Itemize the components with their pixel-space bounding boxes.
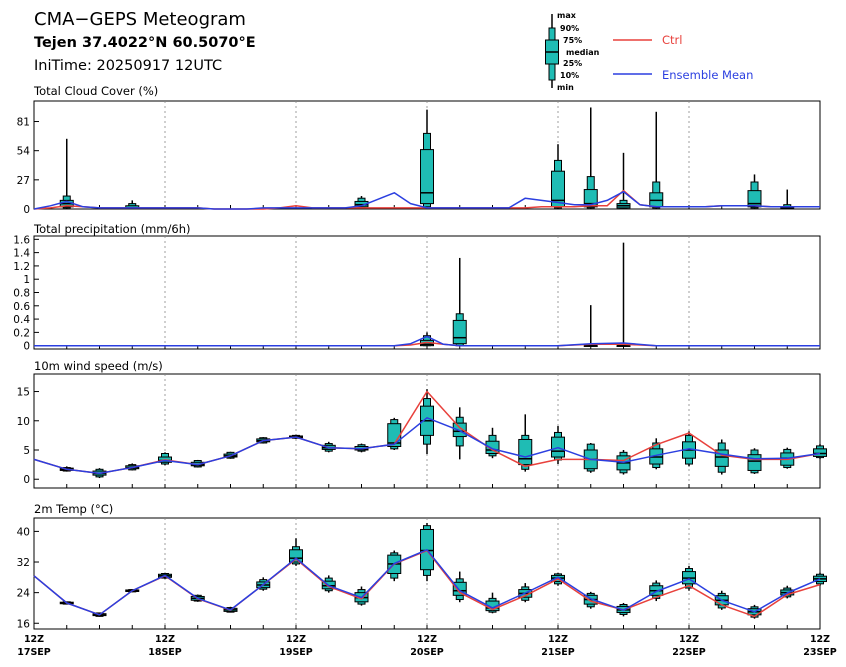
legend-label-25: 25% (563, 59, 582, 68)
box-plot (551, 144, 565, 209)
y-tick-label: 27 (17, 175, 30, 187)
legend: max 90% 75% median 25% 10% min Ctrl Ense… (545, 11, 753, 92)
legend-label-75: 75% (563, 36, 582, 45)
x-tick-label-date: 19SEP (279, 647, 313, 658)
y-tick-label: 0 (23, 204, 30, 216)
x-tick-label-time: 12Z (417, 634, 437, 645)
x-tick-label-time: 12Z (679, 634, 699, 645)
box-inner (747, 190, 762, 208)
ensemble-mean-line (33, 190, 820, 210)
legend-label-median: median (566, 48, 600, 57)
box-inner (583, 189, 598, 208)
legend-label-min: min (557, 83, 574, 92)
y-tick-label: 0.8 (13, 288, 30, 300)
panel-title-wind: 10m wind speed (m/s) (34, 359, 163, 373)
box-plot (616, 152, 631, 209)
y-tick-label: 54 (17, 146, 31, 158)
y-tick-label: 16 (17, 618, 31, 630)
y-tick-label: 0 (23, 341, 30, 353)
panel-title-temp: 2m Temp (°C) (34, 502, 113, 516)
legend-label-max: max (557, 11, 577, 20)
meteogram-title: CMA−GEPS Meteogram (34, 9, 246, 30)
legend-label-10: 10% (560, 71, 579, 80)
y-tick-label: 24 (17, 588, 31, 600)
x-tick-label-time: 12Z (24, 634, 44, 645)
y-tick-label: 1.2 (13, 261, 30, 273)
ensemble-mean-line (33, 549, 821, 616)
y-tick-label: 0 (23, 474, 30, 486)
legend-mean-label: Ensemble Mean (662, 68, 753, 82)
box-inner (518, 438, 533, 466)
y-tick-label: 81 (17, 117, 30, 129)
y-tick-label: 1.6 (13, 234, 30, 246)
init-time-label: IniTime: 20250917 12UTC (34, 58, 222, 74)
x-tick-label-date: 21SEP (541, 647, 575, 658)
panel-2: 0 5 10 15 (17, 373, 827, 489)
y-tick-label: 1.4 (13, 248, 30, 260)
panel-3: 16 24 32 40 (17, 517, 827, 630)
y-tick-label: 32 (17, 557, 30, 569)
x-axis-labels: 12Z 17SEP 12Z 18SEP 12Z 19SEP 12Z 20SEP 12Z 21SEP… (17, 634, 837, 658)
y-tick-label: 15 (17, 387, 30, 399)
box-plot (583, 107, 598, 209)
box-inner (452, 319, 467, 345)
x-tick-label-time: 12Z (155, 634, 175, 645)
y-tick-label: 0.2 (13, 327, 30, 339)
box-plot (420, 109, 434, 209)
box-plot (518, 414, 533, 472)
panel-title-cloud: Total Cloud Cover (%) (33, 84, 158, 98)
box-plot (583, 305, 598, 347)
box-inner (420, 149, 434, 205)
x-tick-label-date: 23SEP (803, 647, 837, 658)
ensemble-mean-line (34, 335, 820, 347)
x-tick-label-time: 12Z (548, 634, 568, 645)
panel-1: 0 0.20.40.60.8 11.21.4 1.6 (13, 234, 821, 353)
box-plot (747, 174, 762, 209)
y-tick-label: 0.4 (13, 314, 30, 326)
panel-0: 0 27 54 81 (17, 100, 821, 216)
box-plot (420, 389, 434, 455)
y-tick-label: 0.6 (13, 301, 30, 313)
x-tick-label-time: 12Z (810, 634, 830, 645)
y-tick-label: 5 (23, 445, 30, 457)
x-tick-label-date: 18SEP (148, 647, 182, 658)
ensemble-mean-line (33, 417, 821, 475)
box-inner (747, 454, 762, 471)
x-tick-label-date: 22SEP (672, 647, 706, 658)
y-tick-label: 40 (17, 526, 30, 538)
y-tick-label: 10 (17, 416, 30, 428)
box-inner (813, 448, 827, 457)
box-inner (289, 549, 303, 563)
x-tick-label-time: 12Z (286, 634, 306, 645)
panel-title-precip: Total precipitation (mm/6h) (33, 222, 190, 236)
box-plot (289, 538, 303, 566)
y-tick-label: 1 (23, 274, 30, 286)
legend-ctrl-label: Ctrl (662, 33, 682, 47)
panels: 0 27 54 81 0 0.20.40.60.8 11.21.4 1.6 0 5 10 15 16 24… (13, 100, 827, 630)
legend-label-90: 90% (560, 24, 579, 33)
x-tick-label-date: 17SEP (17, 647, 51, 658)
x-tick-label-date: 20SEP (410, 647, 444, 658)
box-inner (452, 422, 467, 438)
box-plot (452, 257, 467, 347)
box-plot (649, 111, 664, 209)
location-label: Tejen 37.4022°N 60.5070°E (34, 35, 256, 51)
